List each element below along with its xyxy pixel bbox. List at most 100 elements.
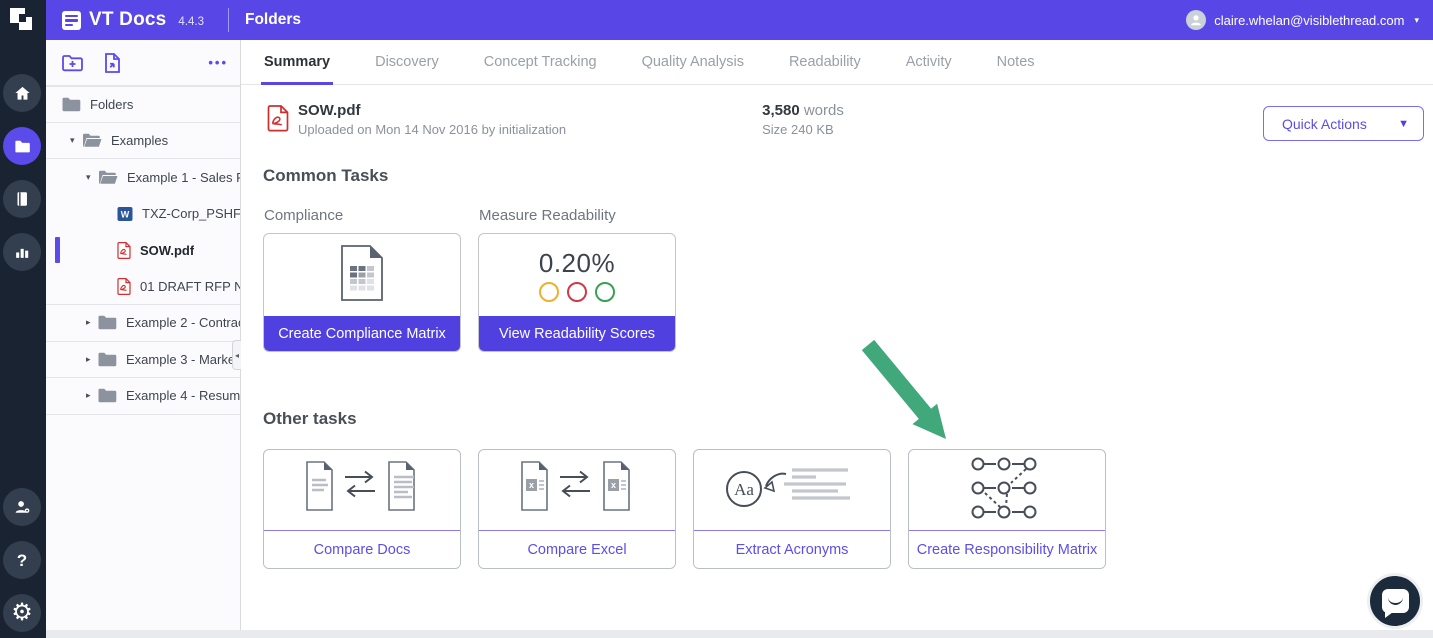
common-tasks-heading: Common Tasks bbox=[263, 166, 389, 185]
word-count: 3,580 words bbox=[762, 102, 844, 119]
other-tasks-row: Compare Docs x x bbox=[263, 449, 1433, 569]
folder-icon bbox=[13, 137, 32, 156]
compare-docs-icon bbox=[299, 455, 425, 526]
panel-collapse-handle[interactable]: ◂ bbox=[232, 340, 241, 370]
caret-collapsed-icon[interactable]: ▸ bbox=[86, 390, 91, 401]
svg-text:W: W bbox=[121, 209, 130, 219]
tab-concept-tracking[interactable]: Concept Tracking bbox=[483, 54, 597, 70]
home-nav-button[interactable] bbox=[3, 74, 41, 112]
tree-item-label: Example 1 - Sales RFP bbox=[127, 169, 240, 185]
tab-notes[interactable]: Notes bbox=[996, 54, 1035, 70]
tree-item-label: SOW.pdf bbox=[140, 242, 195, 258]
compare-excel-card[interactable]: x x Compare Excel bbox=[478, 449, 676, 569]
caret-collapsed-icon[interactable]: ▸ bbox=[86, 317, 91, 328]
avatar bbox=[1186, 10, 1207, 30]
document-uploaded-info: Uploaded on Mon 14 Nov 2016 by initializ… bbox=[298, 122, 567, 137]
main-content: Summary Discovery Concept Tracking Quali… bbox=[241, 40, 1433, 630]
yellow-circle-icon bbox=[539, 282, 559, 302]
upload-document-button[interactable] bbox=[102, 51, 124, 75]
document-size: Size 240 KB bbox=[762, 122, 834, 137]
new-folder-button[interactable] bbox=[60, 51, 86, 75]
compliance-card: Create Compliance Matrix bbox=[263, 233, 461, 352]
extract-acronyms-card[interactable]: Aa Extract Acronyms bbox=[693, 449, 891, 569]
svg-text:Aa: Aa bbox=[734, 480, 754, 499]
readability-traffic-lights bbox=[539, 282, 615, 302]
folder-icon bbox=[98, 352, 117, 367]
user-menu[interactable]: claire.whelan@visiblethread.com ▾ bbox=[1186, 10, 1419, 30]
tab-readability[interactable]: Readability bbox=[788, 54, 861, 70]
app-name: VT Docs bbox=[89, 9, 167, 30]
tree-item-label: Example 3 - Marketing bbox=[126, 351, 240, 367]
word-count-unit: words bbox=[799, 102, 844, 119]
green-circle-icon bbox=[595, 282, 615, 302]
pdf-file-icon bbox=[117, 241, 131, 259]
chat-bubble-icon bbox=[1381, 589, 1409, 618]
reports-nav-button[interactable] bbox=[3, 233, 41, 271]
user-caret-icon: ▾ bbox=[1414, 14, 1419, 25]
bottom-scroll-track[interactable] bbox=[46, 630, 1433, 638]
tree-item-draft-rfp[interactable]: 01 DRAFT RFP NNC bbox=[46, 269, 240, 305]
measure-readability-label: Measure Readability bbox=[479, 207, 616, 224]
tree-item-example2[interactable]: ▸ Example 2 - Contracts bbox=[46, 305, 240, 342]
view-readability-scores-button[interactable]: View Readability Scores bbox=[479, 316, 675, 351]
caret-expanded-icon[interactable]: ▾ bbox=[70, 134, 75, 145]
quick-actions-dropdown[interactable]: Quick Actions ▼ bbox=[1263, 106, 1424, 141]
top-header: VT Docs 4.4.3 Folders claire.whelan@visi… bbox=[46, 0, 1433, 40]
tab-activity[interactable]: Activity bbox=[905, 54, 952, 70]
tab-bar: Summary Discovery Concept Tracking Quali… bbox=[241, 40, 1433, 85]
header-divider bbox=[228, 8, 229, 32]
create-compliance-matrix-button[interactable]: Create Compliance Matrix bbox=[264, 316, 460, 351]
user-settings-icon bbox=[13, 498, 32, 517]
settings-button[interactable]: ⚙ bbox=[3, 594, 41, 632]
more-options-button[interactable]: ••• bbox=[208, 55, 228, 70]
folders-nav-button[interactable] bbox=[3, 127, 41, 165]
tree-item-sow-pdf[interactable]: SOW.pdf bbox=[46, 232, 240, 269]
user-email: claire.whelan@visiblethread.com bbox=[1214, 12, 1405, 28]
pdf-file-icon bbox=[117, 277, 131, 295]
tree-item-label: Folders bbox=[90, 96, 134, 112]
compare-excel-label: Compare Excel bbox=[479, 530, 675, 568]
home-icon bbox=[13, 84, 32, 103]
compare-excel-icon: x x bbox=[514, 455, 640, 526]
tab-summary[interactable]: Summary bbox=[260, 40, 334, 85]
common-tasks-row: Compliance bbox=[263, 186, 1433, 352]
tree-item-example4[interactable]: ▸ Example 4 - Resumes bbox=[46, 378, 240, 415]
help-button[interactable]: ? bbox=[3, 541, 41, 579]
word-count-value: 3,580 bbox=[762, 102, 800, 119]
nav-rail: ? ⚙ bbox=[0, 0, 46, 638]
folder-tree-panel: ••• Folders ▾ Examples ▾ Example 1 - Sal… bbox=[46, 40, 241, 630]
tree-item-word-doc[interactable]: W TXZ-Corp_PSHF-01 bbox=[46, 196, 240, 233]
book-icon bbox=[13, 190, 31, 208]
extract-acronyms-label: Extract Acronyms bbox=[694, 530, 890, 568]
bar-chart-icon bbox=[13, 243, 31, 261]
create-responsibility-matrix-card[interactable]: Create Responsibility Matrix bbox=[908, 449, 1106, 569]
quick-actions-label: Quick Actions bbox=[1282, 115, 1367, 132]
tree-item-label: Example 2 - Contracts bbox=[126, 315, 240, 331]
tab-discovery[interactable]: Discovery bbox=[375, 54, 439, 70]
compare-docs-label: Compare Docs bbox=[264, 530, 460, 568]
readability-score: 0.20% bbox=[538, 248, 616, 278]
dictionaries-nav-button[interactable] bbox=[3, 180, 41, 218]
tree-item-example3[interactable]: ▸ Example 3 - Marketing bbox=[46, 342, 240, 378]
caret-collapsed-icon[interactable]: ▸ bbox=[86, 353, 91, 364]
extract-acronyms-icon: Aa bbox=[714, 456, 870, 525]
caret-expanded-icon[interactable]: ▾ bbox=[86, 171, 91, 182]
tree-item-example1[interactable]: ▾ Example 1 - Sales RFP bbox=[46, 159, 240, 196]
visiblethread-logo-icon bbox=[10, 8, 34, 32]
selected-indicator bbox=[55, 237, 60, 263]
tree-toolbar: ••• bbox=[46, 40, 240, 86]
user-admin-button[interactable] bbox=[3, 488, 41, 526]
tab-quality-analysis[interactable]: Quality Analysis bbox=[641, 54, 744, 70]
caret-down-icon: ▼ bbox=[1398, 117, 1409, 130]
tree-item-examples[interactable]: ▾ Examples bbox=[46, 123, 240, 159]
collapse-left-icon: ◂ bbox=[234, 350, 239, 360]
compare-docs-card[interactable]: Compare Docs bbox=[263, 449, 461, 569]
chat-launcher-button[interactable] bbox=[1367, 573, 1423, 629]
red-circle-icon bbox=[567, 282, 587, 302]
readability-card: 0.20% View Readability Scores bbox=[478, 233, 676, 352]
tree-item-folders-root[interactable]: Folders bbox=[46, 86, 240, 123]
folder-icon bbox=[62, 97, 81, 112]
tree-item-label: Example 4 - Resumes bbox=[126, 388, 240, 404]
folder-icon bbox=[98, 388, 117, 403]
page-title: Folders bbox=[245, 11, 301, 28]
